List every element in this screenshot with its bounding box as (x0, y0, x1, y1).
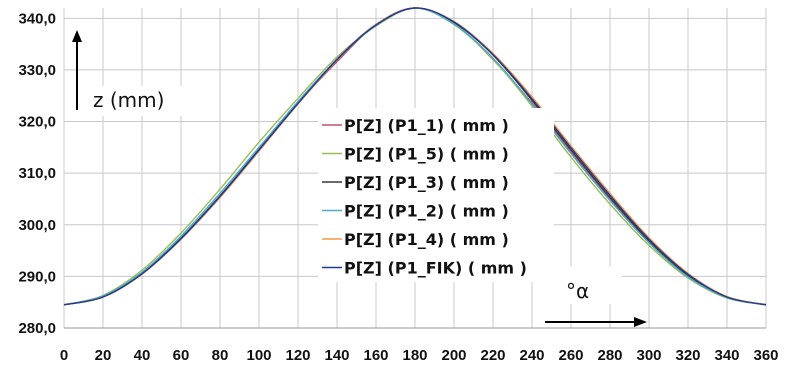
y-tick-label: 340,0 (18, 10, 56, 27)
legend-entry: P[Z] (P1_1) ( mm ) (344, 116, 509, 135)
legend-entry: P[Z] (P1_2) ( mm ) (344, 202, 509, 221)
legend: P[Z] (P1_1) ( mm ) P[Z] (P1_5) ( mm ) P[Z]… (318, 108, 554, 282)
x-tick-label: 80 (212, 347, 229, 364)
x-tick-label: 140 (324, 347, 349, 364)
x-tick-labels: 0 20 40 60 80 100 120 140 160 180 200 220 240 260 280 3… (60, 347, 779, 364)
y-tick-label: 280,0 (18, 320, 56, 337)
series-lines (63, 7, 767, 306)
y-tick-label: 320,0 (18, 114, 56, 131)
y-tick-label: 290,0 (18, 268, 56, 285)
x-axis-label: °α (566, 279, 589, 303)
legend-entry: P[Z] (P1_FIK) ( mm ) (344, 259, 527, 278)
x-tick-label: 300 (636, 347, 661, 364)
x-annotation: °α (545, 266, 647, 327)
x-tick-label: 40 (134, 347, 151, 364)
x-tick-label: 260 (558, 347, 583, 364)
x-arrow-head (634, 317, 647, 327)
y-tick-label: 310,0 (18, 165, 56, 182)
x-tick-label: 220 (480, 347, 505, 364)
y-tick-labels: 280,0 290,0 300,0 310,0 320,0 330,0 340,0 (18, 10, 56, 337)
y-axis-label: z (mm) (93, 88, 164, 112)
series-line-6 (63, 7, 767, 306)
y-tick-label: 300,0 (18, 217, 56, 234)
x-tick-label: 180 (402, 347, 427, 364)
x-tick-label: 100 (246, 347, 271, 364)
legend-entry: P[Z] (P1_3) ( mm ) (344, 173, 509, 192)
x-tick-label: 60 (173, 347, 190, 364)
x-tick-label: 320 (675, 347, 700, 364)
x-tick-label: 240 (519, 347, 544, 364)
x-tick-label: 120 (285, 347, 310, 364)
x-tick-label: 280 (597, 347, 622, 364)
y-tick-label: 330,0 (18, 62, 56, 79)
y-annotation: z (mm) (72, 30, 198, 116)
legend-entry: P[Z] (P1_4) ( mm ) (344, 230, 509, 249)
legend-entry: P[Z] (P1_5) ( mm ) (344, 145, 509, 164)
x-tick-label: 340 (714, 347, 739, 364)
x-tick-label: 360 (753, 347, 778, 364)
y-arrow-head (72, 30, 82, 42)
x-tick-label: 160 (363, 347, 388, 364)
x-tick-label: 200 (441, 347, 466, 364)
x-tick-label: 0 (60, 347, 68, 364)
x-tick-label: 20 (95, 347, 112, 364)
